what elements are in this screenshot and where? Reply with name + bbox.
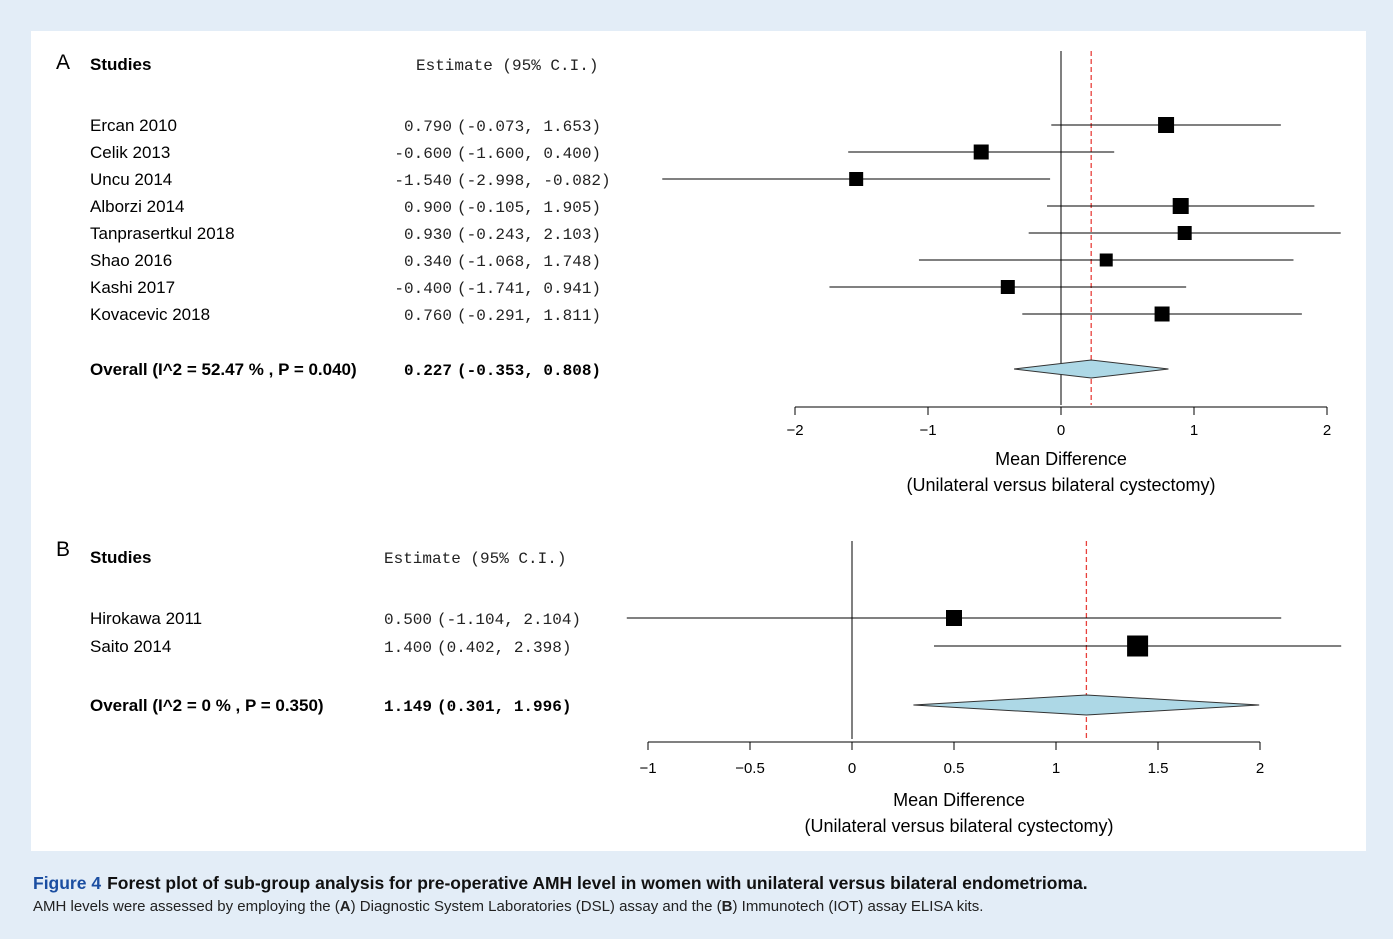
- panel-a-study-ci: (-2.998, -0.082): [457, 172, 611, 190]
- panel-a-study-ci: (-0.243, 2.103): [457, 226, 601, 244]
- panel-a-study-ci: (-1.068, 1.748): [457, 253, 601, 271]
- panel-b-x-tick-label: 2: [1256, 760, 1264, 777]
- panel-a-x-tick-label: 0: [1057, 422, 1065, 439]
- panel-b-estimate-header: Estimate (95% C.I.): [384, 550, 566, 568]
- panel-a-study-ci: (-1.600, 0.400): [457, 145, 601, 163]
- panel-a-study-name: Ercan 2010: [90, 116, 177, 135]
- panel-a-overall-ci: (-0.353, 0.808): [457, 362, 601, 380]
- panel-a-study-estimate: 0.790: [404, 118, 452, 136]
- figure-caption: Figure 4 Forest plot of sub-group analysi…: [33, 871, 1383, 919]
- panel-a-study-point-square: [1000, 280, 1015, 294]
- panel-b-study-point-square: [946, 610, 962, 626]
- panel-a-study-name: Uncu 2014: [90, 170, 172, 189]
- panel-a-study-name: Shao 2016: [90, 251, 172, 270]
- panel-b-study-estimate: 0.500: [384, 611, 432, 629]
- panel-b-x-tick-label: 1: [1052, 760, 1060, 777]
- figure-label: Figure 4: [33, 873, 102, 893]
- panel-b-studies-header: Studies: [90, 548, 151, 567]
- panel-a-x-tick-label: −2: [786, 422, 803, 439]
- panel-a-study-ci: (-0.105, 1.905): [457, 199, 601, 217]
- panel-b-overall-ci: (0.301, 1.996): [437, 698, 571, 716]
- panel-b-x-tick-label: 1.5: [1148, 760, 1169, 777]
- panel-b-x-tick-label: −1: [639, 760, 656, 777]
- panel-b-study-estimate: 1.400: [384, 639, 432, 657]
- panel-b-overall-estimate: 1.149: [384, 698, 432, 716]
- panel-a-study-estimate: 0.930: [404, 226, 452, 244]
- panel-b-x-axis-title: Mean Difference: [893, 790, 1025, 810]
- caption-bold-a: A: [339, 898, 351, 915]
- caption-text-1: AMH levels were assessed by employing th…: [33, 898, 340, 915]
- figure-panel: A Studies Estimate (95% C.I.) Ercan 2010 0.7…: [31, 31, 1366, 851]
- caption-text-3: ) Immunotech (IOT) assay ELISA kits.: [732, 898, 984, 915]
- panel-a-overall-diamond: [1013, 359, 1169, 379]
- panel-b-x-tick-label: 0: [848, 760, 856, 777]
- caption-title-line: Figure 4 Forest plot of sub-group analysi…: [33, 871, 1383, 895]
- panel-a-study-estimate: 0.760: [404, 307, 452, 325]
- panel-a-study-point-square: [1172, 198, 1189, 214]
- panel-b-study-name: Saito 2014: [90, 637, 171, 656]
- panel-a-study-point-square: [973, 144, 989, 160]
- panel-a-study-point-square: [1154, 306, 1170, 322]
- panel-a-x-axis-title: Mean Difference: [995, 449, 1127, 469]
- panel-a-study-ci: (-0.291, 1.811): [457, 307, 601, 325]
- panel-a-study-point-square: [1158, 117, 1175, 133]
- panel-b-study-name: Hirokawa 2011: [90, 609, 202, 628]
- caption-text-2: ) Diagnostic System Laboratories (DSL) a…: [350, 898, 722, 915]
- panel-a-study-point-square: [849, 172, 864, 186]
- panel-a-study-estimate: 0.340: [404, 253, 452, 271]
- panel-b-x-tick-label: −0.5: [735, 760, 765, 777]
- panel-b-label: B: [56, 538, 70, 561]
- panel-a-x-tick-label: −1: [919, 422, 936, 439]
- panel-b-study-point-square: [1127, 635, 1149, 657]
- panel-a-study-name: Alborzi 2014: [90, 197, 185, 216]
- panel-a-overall-label: Overall (I^2 = 52.47 % , P = 0.040): [90, 360, 357, 379]
- caption-title: Forest plot of sub-group analysis for pr…: [107, 873, 1088, 893]
- panel-a-x-axis-subtitle: (Unilateral versus bilateral cystectomy): [906, 475, 1215, 495]
- panel-b-overall-label: Overall (I^2 = 0 % , P = 0.350): [90, 696, 324, 715]
- panel-a-x-tick-label: 1: [1190, 422, 1198, 439]
- panel-a-study-estimate: -1.540: [394, 172, 452, 190]
- panel-b-x-tick-label: 0.5: [944, 760, 965, 777]
- panel-a-study-name: Tanprasertkul 2018: [90, 224, 235, 243]
- panel-a-estimate-header: Estimate (95% C.I.): [416, 57, 598, 75]
- panel-a-study-name: Celik 2013: [90, 143, 170, 162]
- panel-a-study-point-square: [1177, 226, 1192, 240]
- panel-a-study-ci: (-1.741, 0.941): [457, 280, 601, 298]
- panel-a-study-estimate: -0.400: [394, 280, 452, 298]
- panel-a-label: A: [56, 51, 70, 74]
- panel-a-study-estimate: -0.600: [394, 145, 452, 163]
- caption-description: AMH levels were assessed by employing th…: [33, 895, 1383, 919]
- panel-b-study-ci: (0.402, 2.398): [437, 639, 571, 657]
- panel-b-overall-diamond: [913, 694, 1260, 716]
- panel-b-study-ci: (-1.104, 2.104): [437, 611, 581, 629]
- panel-a-studies-header: Studies: [90, 55, 151, 74]
- panel-b-x-axis-subtitle: (Unilateral versus bilateral cystectomy): [804, 816, 1113, 836]
- panel-a-study-estimate: 0.900: [404, 199, 452, 217]
- panel-a-study-name: Kovacevic 2018: [90, 305, 210, 324]
- panel-a-study-name: Kashi 2017: [90, 278, 175, 297]
- panel-a-overall-estimate: 0.227: [404, 362, 452, 380]
- caption-bold-b: B: [721, 898, 733, 915]
- panel-a-x-tick-label: 2: [1323, 422, 1331, 439]
- panel-a-study-ci: (-0.073, 1.653): [457, 118, 601, 136]
- panel-a-study-point-square: [1099, 253, 1113, 267]
- forest-plots-svg: A Studies Estimate (95% C.I.) Ercan 2010 0.7…: [56, 51, 1342, 836]
